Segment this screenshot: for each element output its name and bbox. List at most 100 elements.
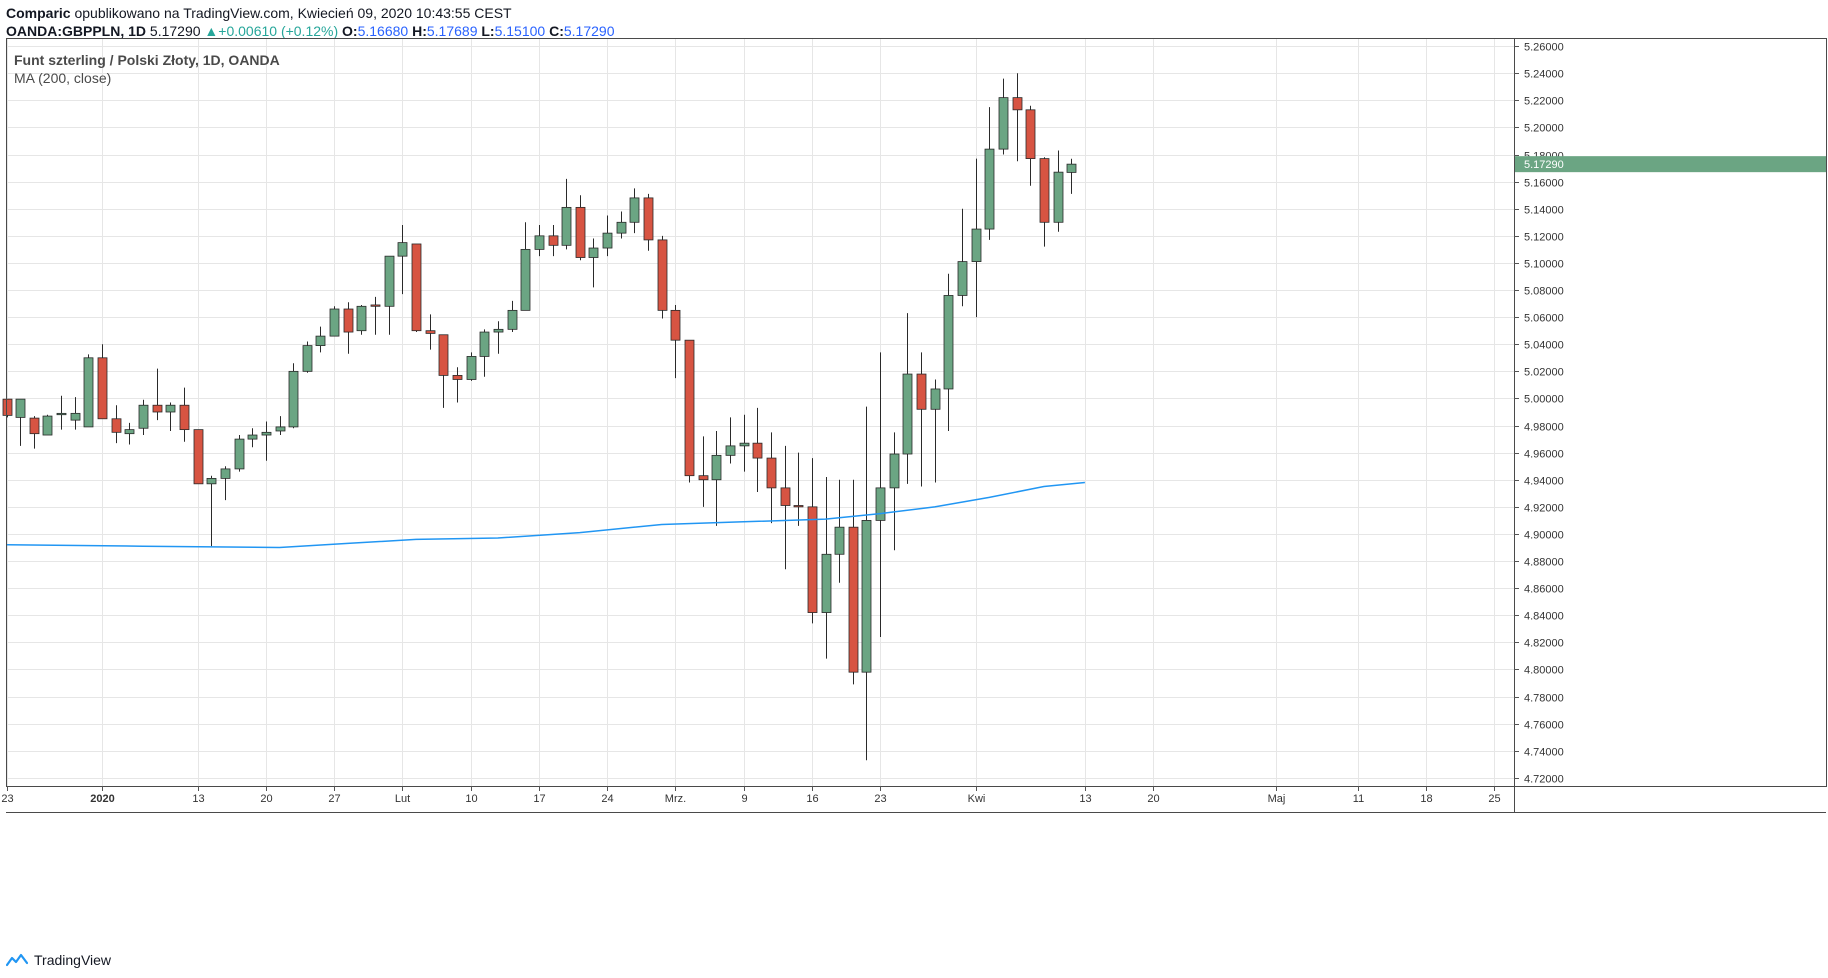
candle bbox=[861, 406, 872, 761]
candle-body bbox=[479, 331, 490, 357]
candle-body bbox=[1012, 97, 1023, 111]
last-price-tag bbox=[1515, 156, 1826, 173]
candle bbox=[548, 225, 559, 257]
candle bbox=[725, 417, 736, 464]
x-tick-label: 17 bbox=[533, 793, 545, 805]
candle-body bbox=[247, 434, 258, 440]
close-label: C: bbox=[549, 23, 564, 39]
candle bbox=[452, 367, 463, 403]
candle-body bbox=[575, 206, 586, 258]
y-tick-label: 5.02000 bbox=[1524, 367, 1564, 379]
candle bbox=[138, 399, 149, 436]
candle-body bbox=[507, 309, 518, 330]
candle-body bbox=[861, 520, 872, 673]
low-value: 5.15100 bbox=[494, 23, 546, 39]
candle bbox=[643, 193, 654, 251]
symbol-info: OANDA:GBPPLN, 1D 5.17290 ▲+0.00610 (+0.1… bbox=[6, 23, 614, 39]
candle bbox=[83, 354, 94, 428]
candle-body bbox=[561, 206, 572, 246]
candle bbox=[684, 339, 695, 483]
close-value: 5.17290 bbox=[563, 23, 615, 39]
y-tick-label: 4.80000 bbox=[1524, 665, 1564, 677]
candle-body bbox=[384, 255, 395, 307]
author-name: Comparic bbox=[6, 5, 71, 21]
y-tick-label: 5.26000 bbox=[1524, 42, 1564, 54]
candle bbox=[657, 235, 668, 319]
y-tick-label: 5.04000 bbox=[1524, 340, 1564, 352]
candle-body bbox=[411, 243, 422, 332]
candle-body bbox=[971, 228, 982, 262]
candle-body bbox=[807, 506, 818, 613]
chart-title: Funt szterling / Polski Złoty, 1D, OANDA bbox=[14, 52, 280, 68]
candle bbox=[971, 158, 982, 318]
candle-body bbox=[1053, 171, 1064, 223]
tradingview-logo-icon bbox=[6, 953, 28, 967]
candle-body bbox=[684, 339, 695, 477]
candle-body bbox=[834, 526, 845, 555]
candle-body bbox=[588, 247, 599, 258]
candle bbox=[193, 429, 204, 485]
chart-grid bbox=[6, 38, 1514, 786]
x-tick-label: 13 bbox=[1079, 793, 1091, 805]
candle-body bbox=[848, 526, 859, 673]
candle bbox=[602, 215, 613, 257]
candle-body bbox=[670, 309, 681, 341]
open-label: O: bbox=[342, 23, 358, 39]
y-tick-label: 4.86000 bbox=[1524, 584, 1564, 596]
candle bbox=[315, 326, 326, 353]
candle-body bbox=[343, 308, 354, 333]
candle bbox=[739, 414, 750, 472]
x-tick-label: 20 bbox=[1147, 793, 1159, 805]
published-text: opublikowano na TradingView.com, Kwiecie… bbox=[74, 5, 512, 21]
candle-body bbox=[766, 457, 777, 489]
candle-body bbox=[42, 415, 53, 436]
candle bbox=[397, 225, 408, 295]
candle-body bbox=[234, 438, 245, 470]
candle bbox=[1012, 73, 1023, 162]
candle-body bbox=[821, 553, 832, 613]
candle-body bbox=[698, 475, 709, 481]
x-tick-label: 16 bbox=[806, 793, 818, 805]
candle-body bbox=[193, 429, 204, 485]
candle bbox=[902, 313, 913, 484]
candle bbox=[343, 302, 354, 354]
candle bbox=[466, 352, 477, 381]
candle bbox=[943, 273, 954, 431]
indicator-label: MA (200, close) bbox=[14, 70, 112, 86]
x-tick-label: 13 bbox=[192, 793, 204, 805]
x-tick-label: 2020 bbox=[90, 793, 114, 805]
chart-frame bbox=[6, 38, 1827, 813]
candle bbox=[793, 452, 804, 526]
candle-body bbox=[466, 356, 477, 380]
candle-body bbox=[725, 445, 736, 456]
candle bbox=[42, 414, 53, 436]
candle bbox=[261, 421, 272, 461]
candle-body bbox=[629, 197, 640, 223]
y-tick-label: 5.08000 bbox=[1524, 286, 1564, 298]
candle bbox=[670, 304, 681, 379]
publish-info: Comparic opublikowano na TradingView.com… bbox=[6, 5, 512, 21]
y-tick-label: 5.22000 bbox=[1524, 96, 1564, 108]
candle-body bbox=[902, 373, 913, 455]
candle bbox=[575, 195, 586, 261]
x-tick-label: Maj bbox=[1268, 793, 1286, 805]
candle-body bbox=[984, 148, 995, 230]
candle bbox=[711, 430, 722, 526]
y-tick-label: 4.84000 bbox=[1524, 611, 1564, 623]
price-axis: 5.260005.240005.220005.200005.180005.160… bbox=[1514, 42, 1826, 786]
candle bbox=[507, 300, 518, 333]
candle bbox=[957, 208, 968, 307]
brand-footer[interactable]: TradingView bbox=[6, 952, 111, 968]
candle bbox=[1053, 150, 1064, 232]
candle bbox=[1025, 105, 1036, 186]
y-tick-label: 5.24000 bbox=[1524, 69, 1564, 81]
candle bbox=[561, 178, 572, 250]
candle bbox=[70, 397, 81, 430]
y-tick-label: 4.90000 bbox=[1524, 530, 1564, 542]
x-tick-label: Mrz. bbox=[665, 793, 686, 805]
high-value: 5.17689 bbox=[426, 23, 478, 39]
candle-body bbox=[152, 404, 163, 413]
last-price-tag-label: 5.17290 bbox=[1524, 159, 1564, 171]
candle bbox=[916, 352, 927, 487]
